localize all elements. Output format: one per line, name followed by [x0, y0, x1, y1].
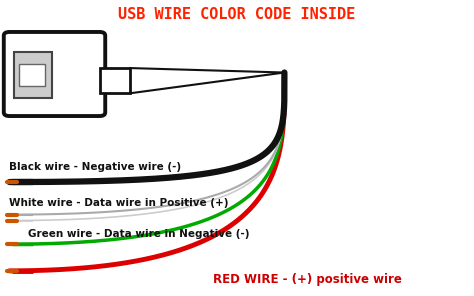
- Text: Black wire - Negative wire (-): Black wire - Negative wire (-): [9, 162, 182, 172]
- Text: Green wire - Data wire in Negative (-): Green wire - Data wire in Negative (-): [28, 229, 250, 239]
- FancyBboxPatch shape: [4, 32, 105, 116]
- Text: RED WIRE - (+) positive wire: RED WIRE - (+) positive wire: [213, 273, 402, 286]
- FancyBboxPatch shape: [14, 52, 52, 98]
- Text: White wire - Data wire in Positive (+): White wire - Data wire in Positive (+): [9, 198, 229, 208]
- FancyBboxPatch shape: [100, 68, 130, 93]
- FancyBboxPatch shape: [19, 64, 45, 86]
- Text: USB WIRE COLOR CODE INSIDE: USB WIRE COLOR CODE INSIDE: [118, 7, 356, 22]
